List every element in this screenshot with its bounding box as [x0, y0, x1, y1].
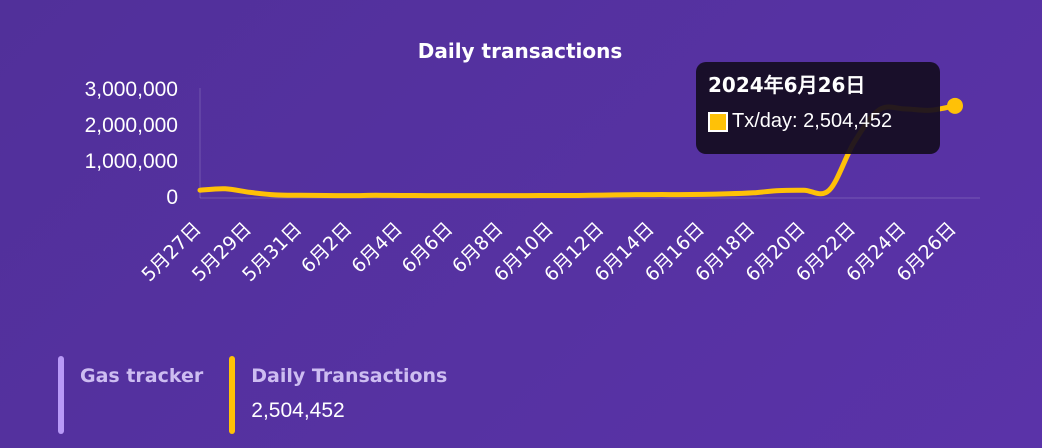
tooltip-separator: :	[792, 110, 804, 132]
x-tick-label: 6月2日	[297, 218, 357, 278]
tooltip-value: 2,504,452	[803, 110, 893, 132]
y-axis: 0 1,000,000 2,000,000 3,000,000	[85, 78, 201, 209]
tooltip-series-label: Tx/day	[732, 110, 793, 132]
x-tick-label: 6月4日	[347, 218, 407, 278]
chart-title: Daily transactions	[418, 39, 623, 63]
tooltip-swatch	[708, 111, 728, 132]
y-tick-label: 0	[166, 186, 178, 209]
y-tick-label: 3,000,000	[85, 78, 178, 101]
y-tick-label: 2,000,000	[85, 114, 178, 137]
x-tick-label: 6月6日	[398, 218, 458, 278]
legend-text: Daily Transactions 2,504,452	[251, 356, 447, 434]
highlight-point[interactable]	[947, 97, 963, 114]
legend-item-gas-tracker[interactable]: Gas tracker	[58, 356, 203, 434]
series-line	[197, 103, 958, 199]
legend-label: Gas tracker	[80, 365, 204, 387]
legend-item-daily-transactions[interactable]: Daily Transactions 2,504,452	[229, 356, 447, 434]
tooltip-row: Tx/day: 2,504,452	[708, 110, 928, 133]
legend-color-bar	[229, 356, 236, 434]
legend: Gas tracker Daily Transactions 2,504,452	[58, 356, 473, 434]
chart-tooltip: 2024年6月26日 Tx/day: 2,504,452	[696, 62, 940, 154]
y-tick-label: 1,000,000	[85, 150, 178, 173]
x-axis: 5月27日5月29日5月31日6月2日6月4日6月6日6月8日6月10日6月12…	[137, 197, 980, 286]
legend-value: 2,504,452	[251, 399, 345, 422]
series-layer	[197, 97, 963, 199]
tooltip-date: 2024年6月26日	[708, 73, 866, 97]
legend-text: Gas tracker	[80, 356, 203, 434]
legend-color-bar	[58, 356, 64, 434]
legend-label: Daily Transactions	[251, 365, 448, 387]
tooltip-text: Tx/day: 2,504,452	[732, 110, 892, 133]
